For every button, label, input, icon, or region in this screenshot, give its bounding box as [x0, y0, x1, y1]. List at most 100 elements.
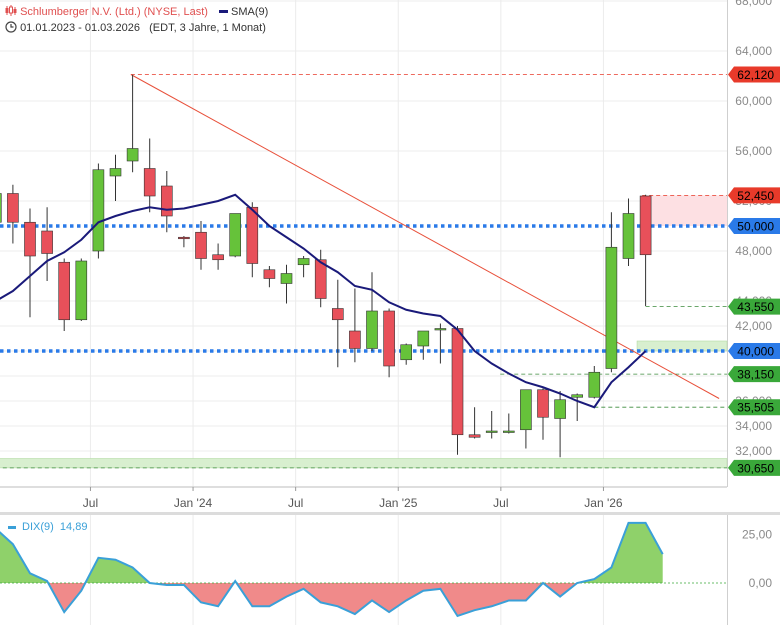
price-tag-bg: [728, 459, 780, 476]
sma-legend-label: SMA(9): [231, 6, 269, 18]
candle: [537, 388, 549, 440]
price-tag: 40,000: [728, 343, 780, 359]
dix-legend: DIX(9) 14,89: [8, 521, 87, 533]
candle-body-up: [434, 328, 447, 331]
price-tag: 30,650: [728, 459, 780, 476]
candle: [280, 264, 293, 304]
candle-body-up: [366, 310, 378, 349]
candle-body-up: [554, 399, 566, 419]
candle: [520, 389, 532, 449]
candle-body-down: [24, 221, 36, 257]
candle-body-up: [126, 148, 139, 162]
candle: [229, 213, 241, 258]
y-tick-label: 64,000: [735, 44, 772, 58]
candle: [468, 407, 481, 439]
price-tag-label: 35,505: [737, 401, 774, 415]
candle-body-down: [263, 269, 276, 279]
candle: [263, 266, 276, 288]
candle-body-up: [400, 344, 413, 361]
candle-body-down: [349, 330, 361, 349]
candle: [314, 249, 327, 308]
candle-body-up: [485, 430, 498, 433]
candle-body-up: [571, 394, 584, 398]
candle: [434, 323, 447, 364]
candle-body-down: [161, 185, 173, 217]
candle: [588, 366, 601, 399]
candle-body-down: [195, 231, 207, 259]
candle: [383, 308, 395, 378]
chart-legend: Schlumberger N.V. (Ltd.) (NYSE, Last) SM…: [5, 5, 268, 18]
candle: [331, 279, 344, 368]
candle-body-down: [246, 206, 259, 264]
candle: [417, 330, 430, 360]
price-tag-label: 30,650: [737, 461, 774, 475]
price-tag-label: 43,550: [737, 300, 774, 314]
candle-body-up: [502, 430, 515, 433]
panel-divider: [0, 512, 780, 515]
candle: [297, 256, 310, 278]
price-tag-bg: [728, 298, 780, 315]
y-tick-label: 32,000: [735, 444, 772, 458]
price-tag-bg: [728, 343, 780, 359]
candle: [622, 198, 635, 266]
candle: [75, 258, 88, 321]
candle: [195, 221, 207, 270]
candle: [24, 208, 36, 318]
candlestick-icon: [5, 5, 17, 16]
price-tag: 62,120: [728, 66, 780, 83]
dix-legend-label: DIX(9): [22, 521, 54, 533]
candle: [554, 391, 566, 458]
price-tag: 43,550: [728, 298, 780, 315]
price-tag-bg: [728, 366, 780, 383]
candle-body-up: [622, 213, 635, 259]
instrument-title: Schlumberger N.V. (Ltd.) (NYSE, Last): [20, 6, 208, 18]
trendline: [130, 74, 720, 399]
y-tick-label: 34,000: [735, 419, 772, 433]
range-info: (EDT, 3 Jahre, 1 Monat): [149, 22, 266, 34]
price-tag: 35,505: [728, 399, 780, 416]
price-tag-bg: [728, 218, 780, 234]
price-tag-label: 38,150: [737, 368, 774, 382]
x-tick-label: Jan '24: [174, 496, 213, 510]
candle-body-up: [280, 273, 293, 284]
candle: [161, 171, 173, 233]
support-zone: [0, 458, 728, 469]
candle-body-up: [0, 193, 2, 223]
candle-body-up: [109, 168, 122, 177]
candle: [400, 343, 413, 365]
candle-body-up: [520, 389, 532, 431]
price-tag-label: 50,000: [737, 220, 774, 234]
candle-body-down: [7, 193, 19, 223]
price-tag-label: 52,450: [737, 189, 774, 203]
price-tag-label: 62,120: [737, 68, 774, 82]
price-tag: 52,450: [728, 187, 780, 204]
candle-body-down: [331, 308, 344, 321]
main-panel-bg: [0, 0, 780, 487]
x-tick-label: Jan '25: [379, 496, 418, 510]
candle: [143, 138, 156, 213]
dix-y-tick-label: 0,00: [749, 576, 773, 590]
sma-legend-swatch: [219, 9, 229, 13]
sma-line: [0, 193, 647, 409]
candle-body-down: [451, 328, 464, 436]
candle-body-up: [417, 330, 430, 347]
price-tag-bg: [728, 399, 780, 416]
price-tag: 50,000: [728, 218, 780, 234]
price-tag: 38,150: [728, 366, 780, 383]
y-tick-label: 60,000: [735, 94, 772, 108]
candle-body-up: [605, 246, 618, 369]
candle: [7, 184, 19, 244]
candle-body-down: [212, 254, 224, 261]
candle-body-down: [178, 236, 190, 240]
candle: [41, 207, 53, 281]
candle: [349, 288, 361, 363]
candle-body-down: [383, 310, 395, 367]
candle-body-up: [229, 213, 241, 257]
candle: [485, 411, 498, 439]
dix-y-tick-label: 25,00: [742, 528, 772, 542]
candle: [126, 74, 139, 173]
date-range-row: 01.01.2023 - 01.03.2026 (EDT, 3 Jahre, 1…: [5, 21, 266, 34]
candle: [502, 413, 515, 434]
candle: [92, 163, 105, 259]
